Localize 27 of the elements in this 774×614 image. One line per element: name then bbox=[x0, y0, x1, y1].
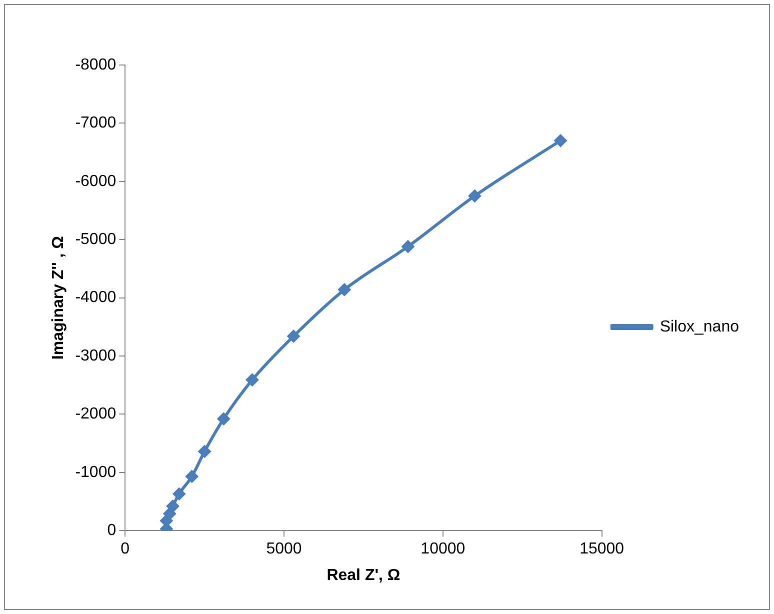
point bbox=[554, 134, 568, 148]
y-tick-label: -6000 bbox=[75, 172, 116, 190]
point bbox=[246, 373, 259, 386]
point bbox=[468, 189, 482, 202]
point bbox=[172, 487, 186, 500]
y-tick-label: -1000 bbox=[75, 464, 116, 481]
x-tick-label: 15000 bbox=[580, 540, 624, 558]
point bbox=[185, 470, 198, 483]
y-tick-label: -7000 bbox=[75, 114, 116, 132]
point bbox=[338, 283, 351, 296]
point bbox=[166, 500, 180, 513]
y-tick-label: -4000 bbox=[75, 289, 116, 306]
y-tick-label: -5000 bbox=[75, 231, 116, 248]
y-tick-label: -3000 bbox=[75, 347, 116, 364]
point bbox=[287, 330, 300, 343]
point bbox=[198, 444, 212, 458]
legend-label: Silox_nano bbox=[660, 318, 740, 336]
point bbox=[401, 240, 414, 254]
point bbox=[217, 412, 230, 426]
x-tick-label: 10000 bbox=[420, 540, 466, 558]
x-axis-title: Real Z', Ω bbox=[326, 566, 400, 584]
y-tick-label: -8000 bbox=[75, 56, 116, 74]
x-tick-label: 0 bbox=[120, 540, 130, 558]
y-tick-label: 0 bbox=[107, 522, 116, 540]
x-tick-label: 5000 bbox=[266, 540, 302, 558]
y-tick-label: -2000 bbox=[75, 406, 116, 423]
y-axis-title: Imaginary Z'' , Ω bbox=[50, 236, 68, 360]
